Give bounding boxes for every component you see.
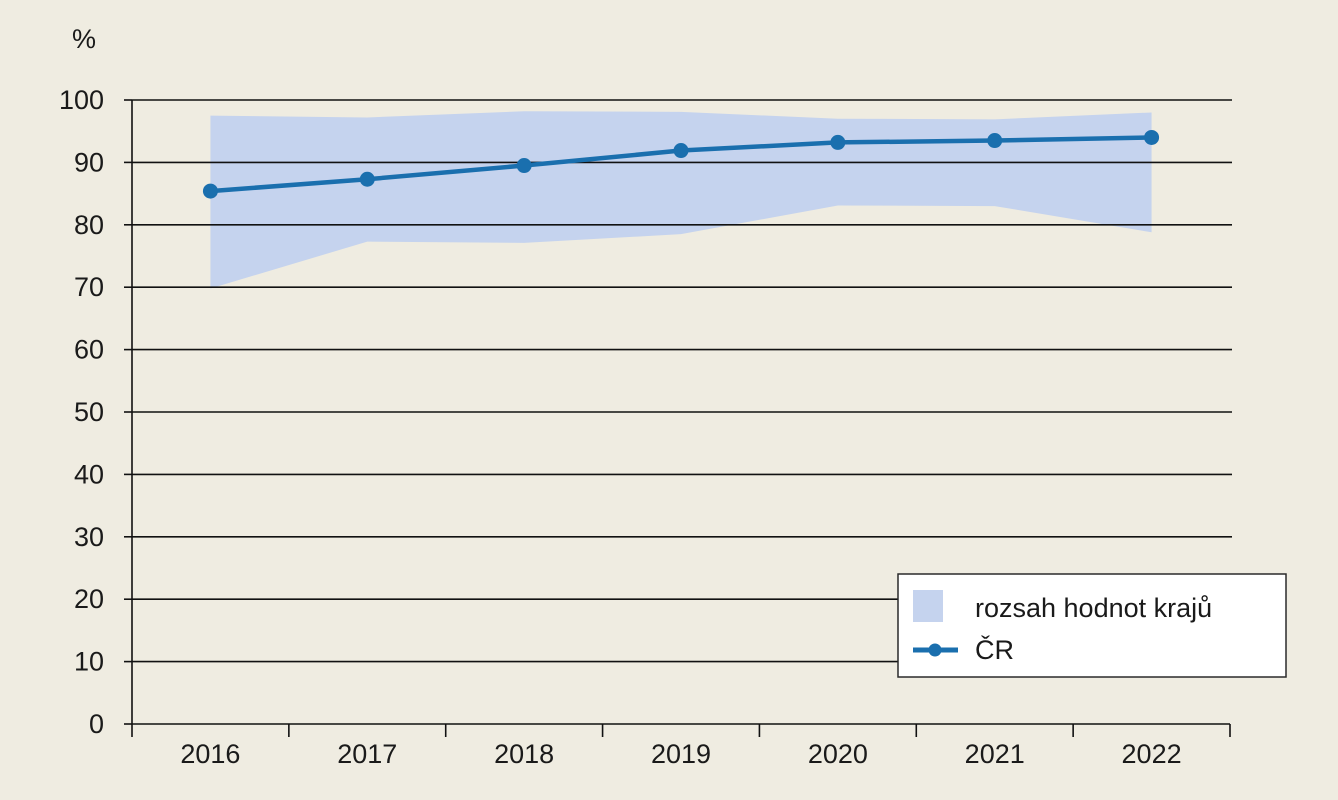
- y-tick-label-100: 100: [59, 85, 104, 115]
- series-point-2021: [987, 133, 1003, 149]
- x-tick-label-2021: 2021: [965, 739, 1025, 769]
- legend: rozsah hodnot krajů ČR: [897, 573, 1287, 678]
- y-tick-label-10: 10: [74, 647, 104, 677]
- x-tick-labels: 2016 2017 2018 2019 2020 2021 2022: [180, 739, 1181, 769]
- legend-box: [897, 573, 1287, 678]
- series-point-2016: [202, 183, 218, 199]
- range-band: [210, 111, 1152, 289]
- series-point-2020: [830, 134, 846, 150]
- x-tick-label-2022: 2022: [1122, 739, 1182, 769]
- legend-line-marker: [928, 643, 942, 657]
- axes: [124, 99, 1231, 737]
- series-point-2019: [673, 143, 689, 159]
- y-axis-unit-label: %: [72, 24, 96, 54]
- legend-band-label: rozsah hodnot krajů: [975, 593, 1212, 623]
- y-tick-label-80: 80: [74, 210, 104, 240]
- series-point-2018: [516, 158, 532, 174]
- range-band-layer: [210, 111, 1152, 289]
- legend-series-label: ČR: [975, 634, 1014, 665]
- series-layer: [202, 129, 1160, 199]
- series-point-2022: [1144, 129, 1160, 145]
- y-tick-label-50: 50: [74, 397, 104, 427]
- x-tick-label-2017: 2017: [337, 739, 397, 769]
- x-tick-label-2019: 2019: [651, 739, 711, 769]
- y-tick-label-20: 20: [74, 584, 104, 614]
- y-tick-label-70: 70: [74, 272, 104, 302]
- legend-band-swatch: [913, 590, 943, 622]
- y-tick-labels: 0 10 20 30 40 50 60 70 80 90 100: [59, 85, 104, 739]
- y-tick-label-90: 90: [74, 147, 104, 177]
- x-tick-label-2020: 2020: [808, 739, 868, 769]
- series-point-2017: [359, 171, 375, 187]
- y-tick-label-40: 40: [74, 459, 104, 489]
- y-tick-label-60: 60: [74, 335, 104, 365]
- x-tick-label-2018: 2018: [494, 739, 554, 769]
- y-tick-label-30: 30: [74, 522, 104, 552]
- y-tick-label-0: 0: [89, 709, 104, 739]
- x-tick-label-2016: 2016: [180, 739, 240, 769]
- gridlines: [132, 99, 1232, 663]
